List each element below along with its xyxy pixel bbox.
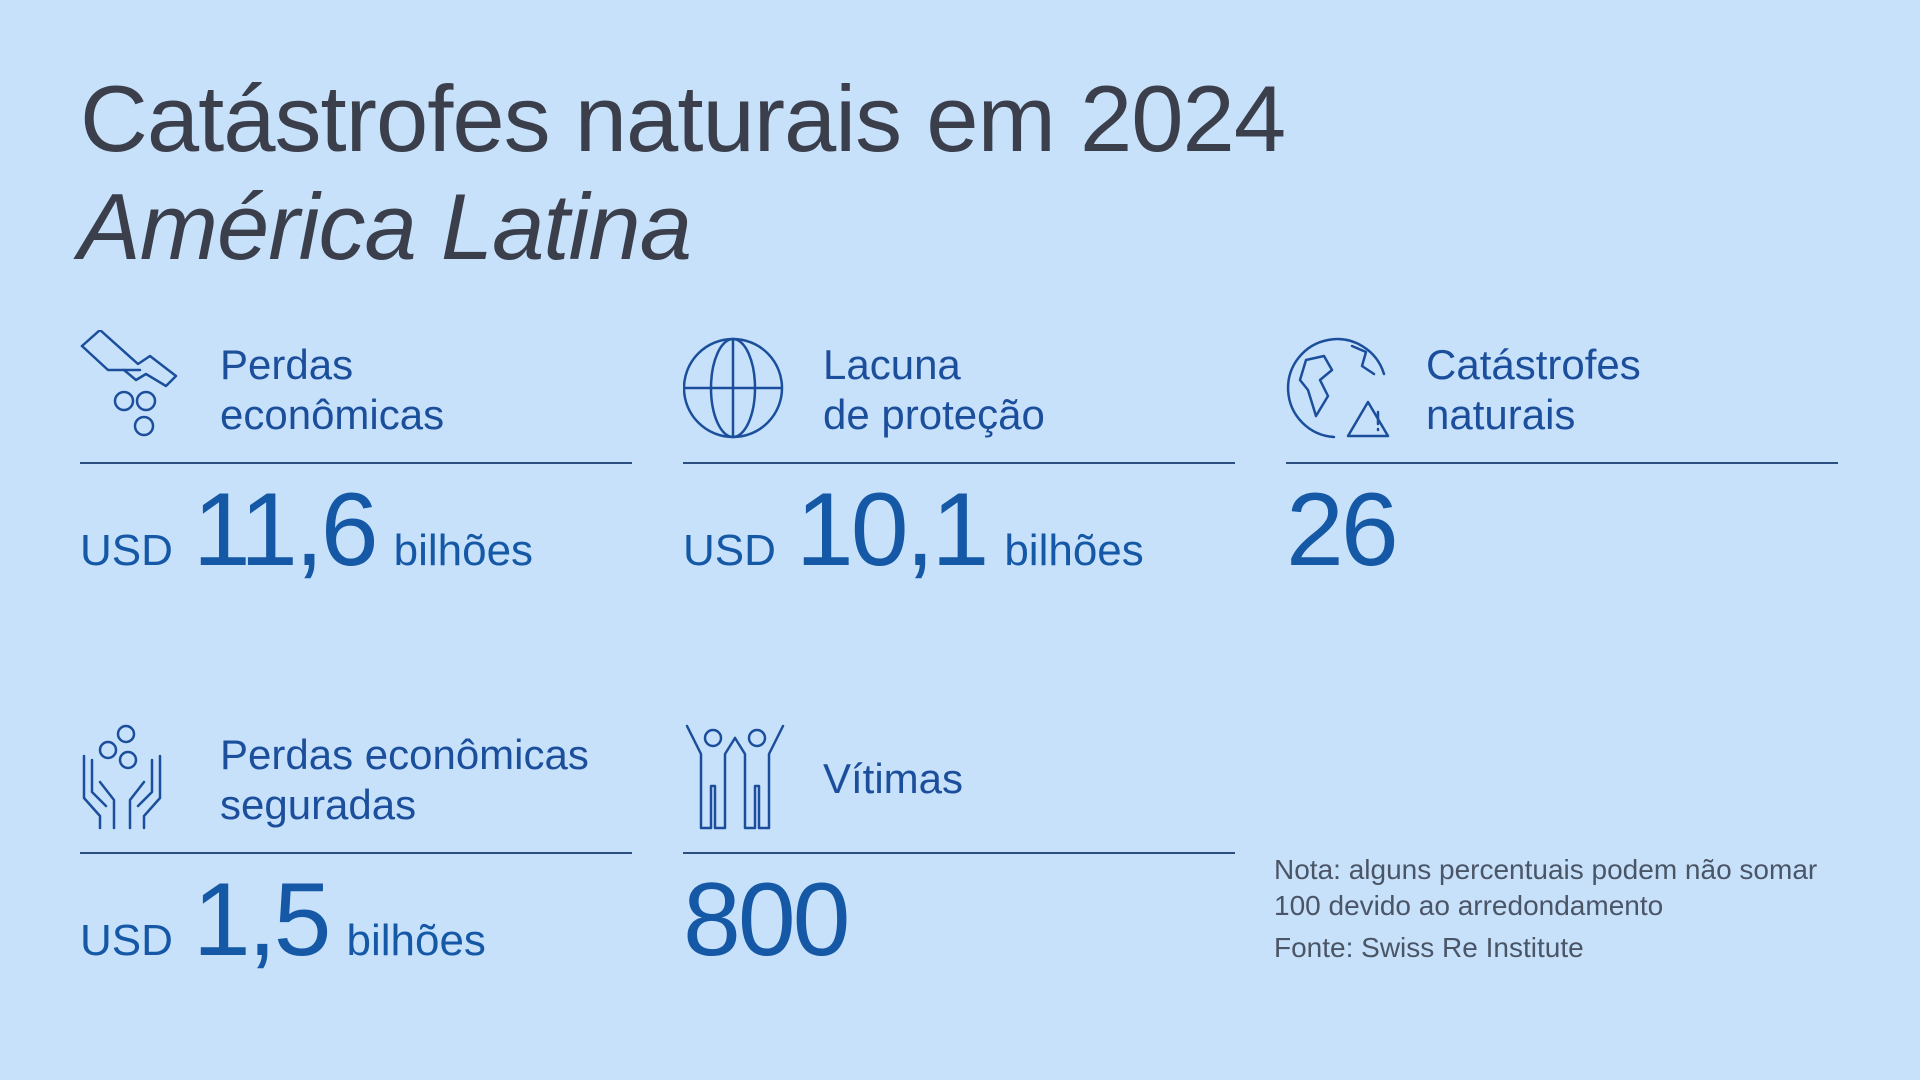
stat-value: 10,1 (795, 472, 989, 588)
unit-suffix: bilhões (393, 526, 534, 575)
stat-value-row: USD 1,5 bilhões (80, 868, 486, 972)
divider (683, 462, 1235, 464)
stat-label: Vítimas (823, 755, 964, 802)
hand-coins-icon (80, 330, 190, 440)
footnote: Nota: alguns percentuais podem não somar… (1274, 854, 1818, 921)
stat-economic-losses: Perdas econômicas USD 11,6 bilhões (80, 330, 632, 590)
currency-prefix: USD (80, 526, 173, 575)
people-icon (683, 720, 793, 830)
divider (80, 852, 632, 854)
stat-natural-catastrophes: Catástrofes naturais 26 (1286, 330, 1838, 590)
divider (683, 852, 1235, 854)
currency-prefix: USD (683, 526, 776, 575)
stat-value-row: USD 11,6 bilhões (80, 478, 533, 582)
unit-suffix: bilhões (346, 916, 486, 965)
stat-value: 800 (683, 862, 851, 978)
page-title: Catástrofes naturais em 2024 (80, 66, 1286, 171)
page-subtitle: América Latina (78, 174, 692, 279)
earth-warning-icon (1286, 330, 1396, 440)
unit-suffix: bilhões (1004, 526, 1144, 575)
stat-label: Perdas econômicas (220, 341, 445, 438)
hands-coins-icon (80, 720, 190, 830)
divider (1286, 462, 1838, 464)
stat-insured-losses: Perdas econômicas seguradas USD 1,5 bilh… (80, 720, 632, 980)
stat-value-row: 800 (683, 862, 851, 978)
currency-prefix: USD (80, 916, 173, 965)
stat-protection-gap: Lacuna de proteção USD 10,1 bilhões (683, 330, 1235, 590)
globe-icon (683, 330, 793, 440)
stat-value-row: USD 10,1 bilhões (683, 478, 1144, 582)
stat-value: 11,6 (192, 472, 379, 588)
stat-value: 26 (1286, 472, 1399, 588)
stat-label: Perdas econômicas seguradas (220, 731, 589, 828)
stat-value: 1,5 (192, 862, 332, 978)
source-note: Fonte: Swiss Re Institute (1274, 932, 1584, 963)
stat-label: Lacuna de proteção (823, 341, 1045, 438)
stat-value-row: 26 (1286, 472, 1399, 588)
stat-label: Catástrofes naturais (1426, 341, 1641, 438)
divider (80, 462, 632, 464)
stat-victims: Vítimas 800 (683, 720, 1235, 980)
